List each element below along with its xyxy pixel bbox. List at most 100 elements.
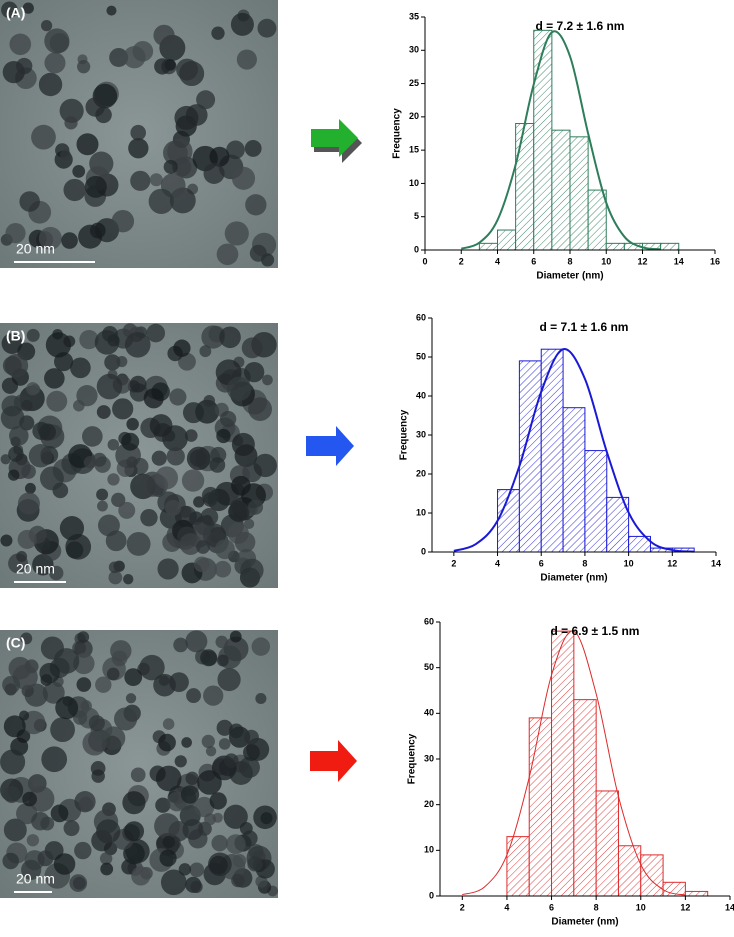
particle [146, 323, 166, 343]
particle [24, 482, 36, 494]
y-tick-label: 0 [414, 244, 419, 254]
particle [106, 5, 117, 16]
particle [39, 662, 60, 684]
fit-curve [453, 348, 695, 553]
particle [199, 345, 212, 358]
particle [63, 820, 80, 837]
particle [22, 2, 34, 14]
bar [605, 242, 625, 251]
y-axis-label: Frequency [399, 409, 410, 460]
x-axis-label: Diameter (nm) [551, 917, 618, 928]
particle [160, 869, 187, 896]
particle [103, 841, 118, 856]
particle [203, 685, 224, 706]
particle [61, 232, 78, 249]
y-tick-label: 10 [424, 845, 434, 855]
particle [78, 796, 94, 812]
scale-label: 20 nm [16, 241, 55, 257]
particle [42, 681, 65, 704]
particle [180, 785, 200, 804]
particle [124, 668, 143, 687]
y-tick-label: 40 [424, 708, 434, 718]
particle [178, 352, 196, 371]
y-axis-label: Frequency [407, 733, 418, 784]
particle [21, 399, 33, 412]
bar [569, 136, 589, 251]
particle [3, 715, 26, 738]
particle [22, 791, 37, 807]
particle [218, 738, 231, 750]
particle [178, 863, 192, 876]
fit-curve [462, 630, 686, 896]
particle [181, 737, 192, 748]
particle [172, 157, 192, 177]
bar [515, 123, 535, 251]
y-tick-label: 50 [416, 351, 426, 361]
x-tick-label: 12 [667, 558, 677, 568]
particle [53, 853, 76, 875]
scale-label: 20 nm [16, 561, 55, 577]
particle [205, 746, 217, 757]
particle [228, 501, 250, 523]
particle [17, 492, 40, 515]
particle [77, 631, 90, 643]
particle [16, 551, 28, 562]
particle [200, 508, 219, 526]
particle [96, 488, 109, 501]
particle [94, 330, 120, 355]
y-tick-label: 25 [409, 78, 419, 88]
bar [684, 890, 709, 897]
particle [262, 374, 273, 386]
particle [151, 450, 167, 466]
particle [215, 539, 235, 560]
particle [112, 398, 134, 420]
particle [253, 805, 277, 830]
particle [173, 339, 191, 357]
y-tick-label: 30 [409, 45, 419, 55]
particle [162, 835, 176, 849]
particle [97, 514, 120, 537]
particle [1, 333, 23, 354]
particle [204, 813, 217, 826]
particle [64, 116, 78, 130]
particle [91, 769, 105, 783]
particle [108, 570, 123, 585]
y-tick-label: 0 [429, 890, 434, 900]
particle [26, 328, 40, 342]
particle [111, 650, 128, 667]
particle [72, 165, 86, 178]
particle [31, 812, 50, 831]
x-tick-label: 2 [451, 558, 456, 568]
x-tick-label: 4 [495, 256, 500, 266]
x-tick-label: 4 [495, 558, 500, 568]
bar [587, 189, 607, 251]
particle [200, 649, 218, 667]
particle [181, 469, 205, 492]
y-tick-label: 50 [424, 662, 434, 672]
x-tick-label: 2 [460, 902, 465, 912]
y-tick-label: 60 [416, 312, 426, 322]
particle [155, 765, 182, 792]
particle [130, 124, 146, 141]
x-tick-label: 10 [636, 902, 646, 912]
particle [38, 72, 63, 97]
particle [50, 717, 75, 743]
particle [201, 486, 220, 505]
particle [50, 804, 69, 823]
particle [244, 361, 265, 383]
x-tick-label: 4 [504, 902, 509, 912]
particle [162, 718, 175, 730]
y-tick-label: 10 [409, 178, 419, 188]
particle [99, 852, 113, 865]
particle [88, 715, 105, 732]
particle [236, 49, 257, 70]
x-tick-label: 14 [711, 558, 721, 568]
particle [70, 357, 91, 379]
fit-curve [460, 30, 661, 251]
particle [153, 24, 175, 46]
particle [49, 565, 64, 581]
particle [163, 159, 178, 174]
particle [174, 755, 187, 768]
particle [223, 753, 239, 768]
particle [169, 388, 187, 406]
